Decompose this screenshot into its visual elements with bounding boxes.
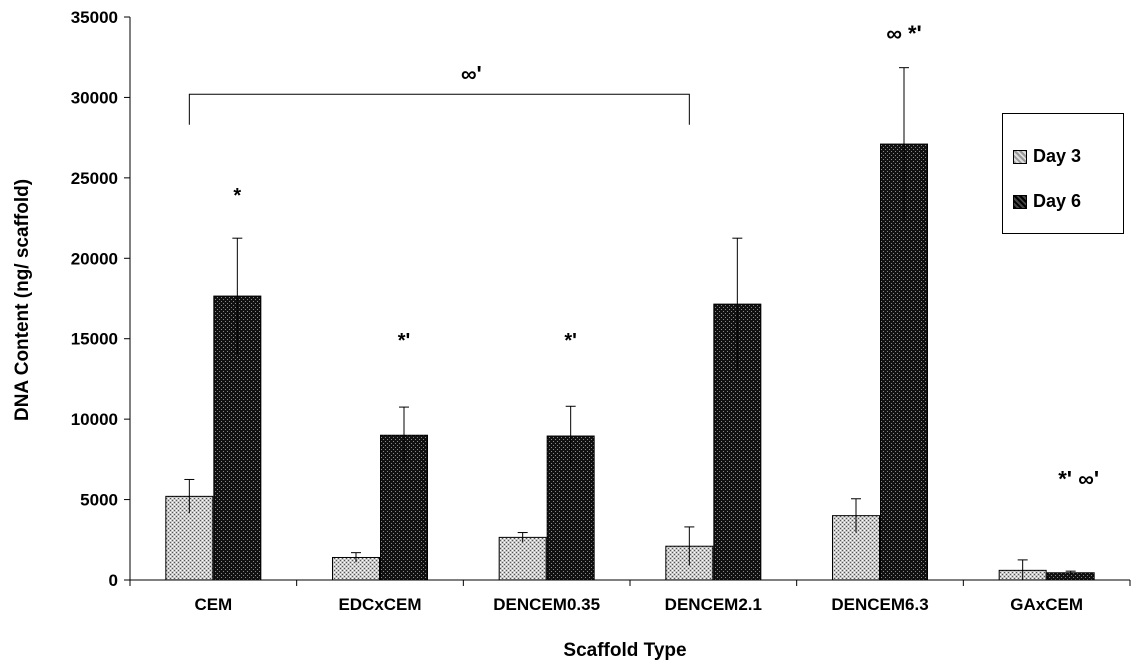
y-tick-label: 10000 — [71, 410, 118, 429]
significance-annotation: ∞ *' — [886, 21, 922, 46]
significance-annotation: ∞' — [461, 61, 482, 86]
x-axis-title: Scaffold Type — [563, 640, 686, 661]
significance-annotation: *' ∞' — [1058, 467, 1099, 492]
significance-annotation: * — [233, 185, 241, 207]
y-tick-label: 30000 — [71, 88, 118, 107]
x-tick-label: CEM — [194, 595, 232, 614]
x-tick-label: DENCEM0.35 — [493, 595, 600, 614]
y-tick-label: 15000 — [71, 330, 118, 349]
y-tick-label: 5000 — [80, 491, 118, 510]
x-tick-label: DENCEM2.1 — [665, 595, 762, 614]
legend-label-day3: Day 3 — [1033, 146, 1082, 166]
legend-item-day3: Day 3 — [1013, 146, 1081, 167]
x-tick-label: DENCEM6.3 — [831, 595, 928, 614]
x-tick-label: EDCxCEM — [338, 595, 421, 614]
significance-bracket — [188, 93, 690, 125]
y-tick-label: 20000 — [71, 249, 118, 268]
significance-annotation: *' — [564, 330, 577, 352]
legend-label-day6: Day 6 — [1033, 191, 1082, 211]
y-tick-label: 0 — [109, 571, 118, 590]
bar-day3 — [498, 536, 547, 581]
legend-swatch-day3 — [1013, 149, 1027, 164]
bar-day6 — [546, 435, 595, 581]
y-axis-title: DNA Content (ng/ scaffold) — [12, 179, 33, 421]
legend: Day 3 Day 6 — [1002, 113, 1124, 234]
significance-annotation: *' — [398, 330, 411, 352]
y-tick-label: 25000 — [71, 169, 118, 188]
x-tick-label: GAxCEM — [1010, 595, 1083, 614]
legend-item-day6: Day 6 — [1013, 191, 1081, 212]
legend-swatch-day6 — [1013, 194, 1027, 209]
y-tick-label: 35000 — [71, 8, 118, 27]
